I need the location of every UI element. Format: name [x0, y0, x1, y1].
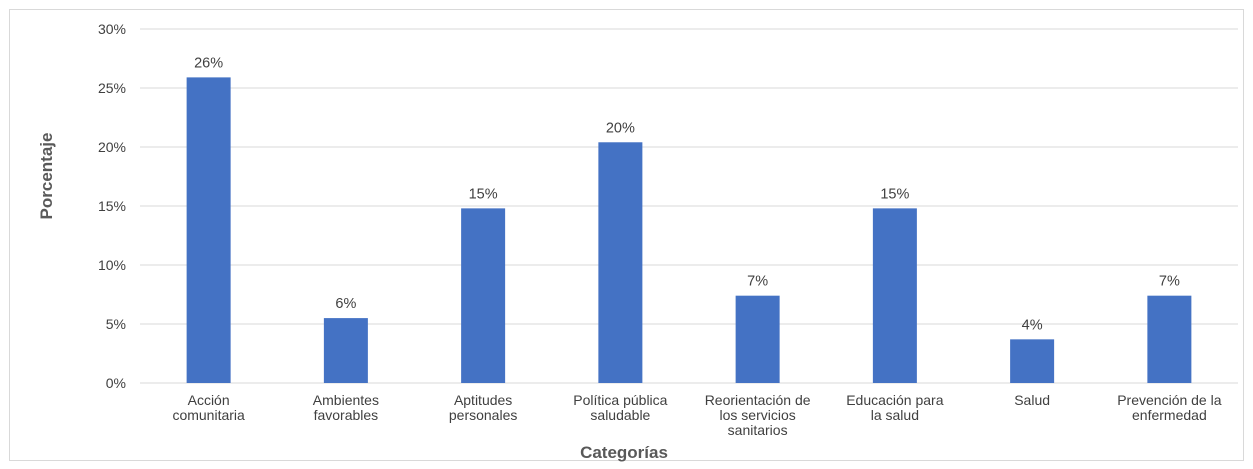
category-label: Prevención de la enfermedad: [1117, 392, 1222, 423]
category-label-line: Aptitudes: [454, 392, 512, 408]
category-label-line: Acción: [188, 392, 230, 408]
y-axis-title: Porcentaje: [37, 133, 56, 220]
bar: [461, 208, 506, 383]
category-label: Política pública saludable: [573, 392, 667, 423]
bar: [1147, 295, 1192, 383]
category-label-line: sanitarios: [728, 422, 788, 438]
y-tick-label: 10%: [98, 257, 126, 273]
category-label-line: Ambientes: [313, 392, 379, 408]
category-label-line: saludable: [590, 407, 650, 423]
bar: [872, 208, 917, 383]
data-label: 20%: [606, 120, 635, 136]
x-axis-title: Categorías: [580, 443, 668, 462]
data-label: 6%: [335, 296, 356, 312]
category-label: Educación para la salud: [846, 392, 944, 423]
category-label: Acción comunitaria: [172, 392, 245, 423]
chart-frame: [9, 9, 1244, 461]
data-label: 7%: [1159, 274, 1180, 290]
category-label: Aptitudes personales: [449, 392, 518, 423]
category-label-line: los servicios: [720, 407, 796, 423]
category-label-line: Reorientación de: [705, 392, 811, 408]
y-tick-label: 0%: [106, 375, 126, 391]
category-label-line: la salud: [871, 407, 919, 423]
category-label-line: personales: [449, 407, 518, 423]
y-tick-label: 20%: [98, 139, 126, 155]
bar: [323, 318, 368, 383]
category-label-line: Prevención de la: [1117, 392, 1222, 408]
category-label-line: favorables: [314, 407, 379, 423]
x-axis-categories: Acción comunitaria Ambientes favorables Apti…: [172, 392, 1221, 438]
y-tick-label: 30%: [98, 21, 126, 37]
data-label: 15%: [880, 186, 909, 202]
category-label-line: Salud: [1014, 392, 1050, 408]
category-label: Reorientación de los servicios sanitarios: [705, 392, 811, 438]
category-label: Salud: [1014, 392, 1050, 408]
y-tick-label: 5%: [106, 316, 126, 332]
bars: [186, 77, 1192, 383]
y-axis-ticks: 0% 5% 10% 15% 20% 25% 30%: [98, 21, 126, 391]
y-tick-label: 15%: [98, 198, 126, 214]
category-label: Ambientes favorables: [313, 392, 379, 423]
bar: [735, 295, 780, 383]
category-label-line: Política pública: [573, 392, 667, 408]
y-tick-label: 25%: [98, 80, 126, 96]
data-label: 15%: [469, 186, 498, 202]
bar: [186, 77, 231, 383]
category-label-line: comunitaria: [172, 407, 245, 423]
bar: [1010, 339, 1055, 383]
data-label: 7%: [747, 274, 768, 290]
bar: [598, 142, 643, 383]
gridlines: [140, 28, 1238, 384]
category-label-line: Educación para: [846, 392, 944, 408]
category-label-line: enfermedad: [1132, 407, 1207, 423]
data-labels: 26% 6% 15% 20% 7% 15% 4% 7%: [194, 55, 1180, 333]
data-label: 4%: [1022, 317, 1043, 333]
data-label: 26%: [194, 55, 223, 71]
